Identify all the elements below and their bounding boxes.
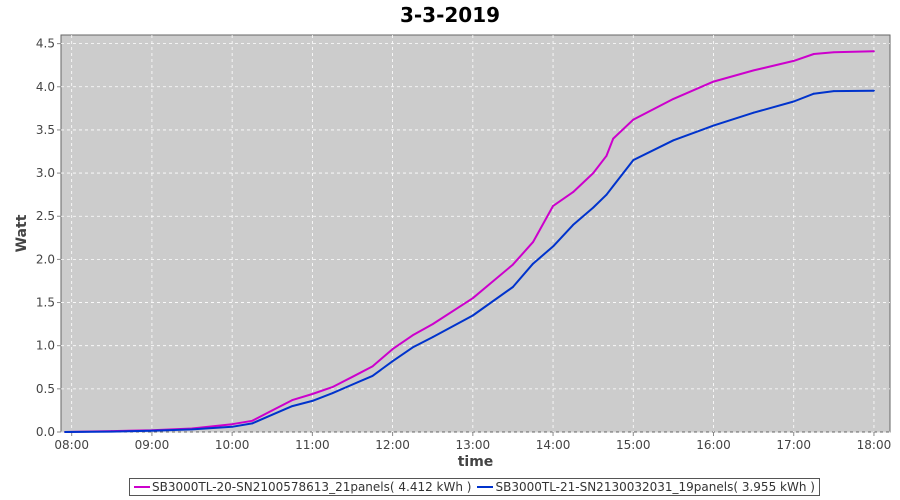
data-point	[572, 223, 575, 226]
data-point	[151, 429, 153, 432]
data-point	[752, 111, 755, 114]
x-tick-label: 09:00	[135, 438, 170, 452]
x-tick-label: 12:00	[375, 438, 410, 452]
x-axis-label: time	[458, 454, 494, 470]
legend-label: SB3000TL-21-SN2130032031_19panels( 3.955…	[495, 480, 815, 494]
x-tick-label: 14:00	[536, 438, 571, 452]
data-point	[391, 348, 394, 351]
data-point	[572, 191, 575, 193]
data-point	[191, 428, 193, 431]
x-tick-label: 10:00	[215, 438, 250, 452]
data-point	[605, 154, 608, 157]
data-point	[231, 425, 234, 428]
data-point	[331, 392, 334, 395]
data-point	[612, 137, 615, 140]
data-point	[792, 100, 795, 103]
data-point	[605, 193, 608, 196]
data-point	[792, 59, 795, 62]
data-point	[812, 53, 815, 55]
data-point	[812, 92, 815, 95]
data-point	[512, 263, 514, 266]
y-tick-label: 3.0	[36, 166, 55, 180]
data-point	[532, 241, 534, 244]
y-tick-label: 3.5	[36, 123, 55, 137]
x-tick-label: 17:00	[776, 438, 811, 452]
data-point	[832, 90, 835, 92]
data-point	[592, 172, 595, 174]
data-point	[371, 365, 374, 368]
data-point	[110, 430, 113, 433]
data-point	[431, 336, 434, 338]
data-point	[311, 400, 314, 402]
data-point	[672, 97, 675, 100]
legend: SB3000TL-20-SN2100578613_21panels( 4.412…	[129, 478, 820, 496]
data-point	[291, 405, 294, 408]
y-tick-label: 4.5	[36, 37, 55, 51]
data-point	[331, 386, 334, 389]
data-point	[64, 431, 66, 433]
data-point	[291, 399, 294, 401]
data-point	[271, 413, 274, 416]
data-point	[351, 383, 354, 386]
data-point	[471, 314, 474, 317]
data-point	[351, 375, 354, 378]
data-point	[552, 204, 554, 207]
legend-item-0: SB3000TL-20-SN2100578613_21panels( 4.412…	[134, 480, 471, 494]
data-point	[712, 124, 715, 127]
data-point	[632, 159, 635, 162]
data-point	[552, 245, 554, 248]
data-point	[411, 346, 414, 349]
x-tick-label: 15:00	[616, 438, 651, 452]
y-axis-label: Watt	[14, 214, 30, 252]
data-point	[672, 139, 675, 142]
data-point	[371, 375, 374, 377]
legend-swatch	[134, 486, 150, 488]
data-point	[251, 419, 254, 422]
data-point	[311, 393, 314, 395]
x-tick-label: 16:00	[696, 438, 731, 452]
data-point	[471, 297, 474, 300]
y-tick-label: 2.5	[36, 209, 55, 223]
data-point	[391, 360, 394, 363]
x-tick-label: 08:00	[54, 438, 89, 452]
y-tick-label: 0.5	[36, 382, 55, 396]
y-tick-label: 2.0	[36, 252, 55, 266]
data-point	[431, 323, 434, 326]
data-point	[873, 50, 875, 53]
y-tick-label: 4.0	[36, 80, 55, 94]
data-point	[271, 409, 274, 412]
x-tick-label: 11:00	[295, 438, 330, 452]
y-tick-label: 1.0	[36, 339, 55, 353]
data-point	[873, 89, 875, 92]
data-point	[832, 51, 835, 54]
data-point	[512, 286, 514, 288]
legend-item-1: SB3000TL-21-SN2130032031_19panels( 3.955…	[477, 480, 815, 494]
data-point	[612, 185, 615, 187]
y-tick-label: 1.5	[36, 296, 55, 310]
legend-label: SB3000TL-20-SN2100578613_21panels( 4.412…	[152, 480, 472, 494]
data-point	[231, 423, 234, 426]
data-point	[632, 118, 635, 121]
x-tick-label: 13:00	[456, 438, 491, 452]
data-point	[411, 334, 414, 337]
data-point	[712, 80, 715, 83]
chart-title: 3-3-2019	[399, 3, 501, 27]
data-point	[752, 69, 755, 72]
legend-swatch	[477, 486, 494, 488]
x-tick-label: 18:00	[857, 438, 892, 452]
data-point	[532, 262, 534, 265]
data-point	[592, 206, 595, 209]
plot-area	[60, 34, 891, 433]
y-tick-label: 0.0	[36, 425, 55, 439]
data-point	[251, 422, 254, 425]
